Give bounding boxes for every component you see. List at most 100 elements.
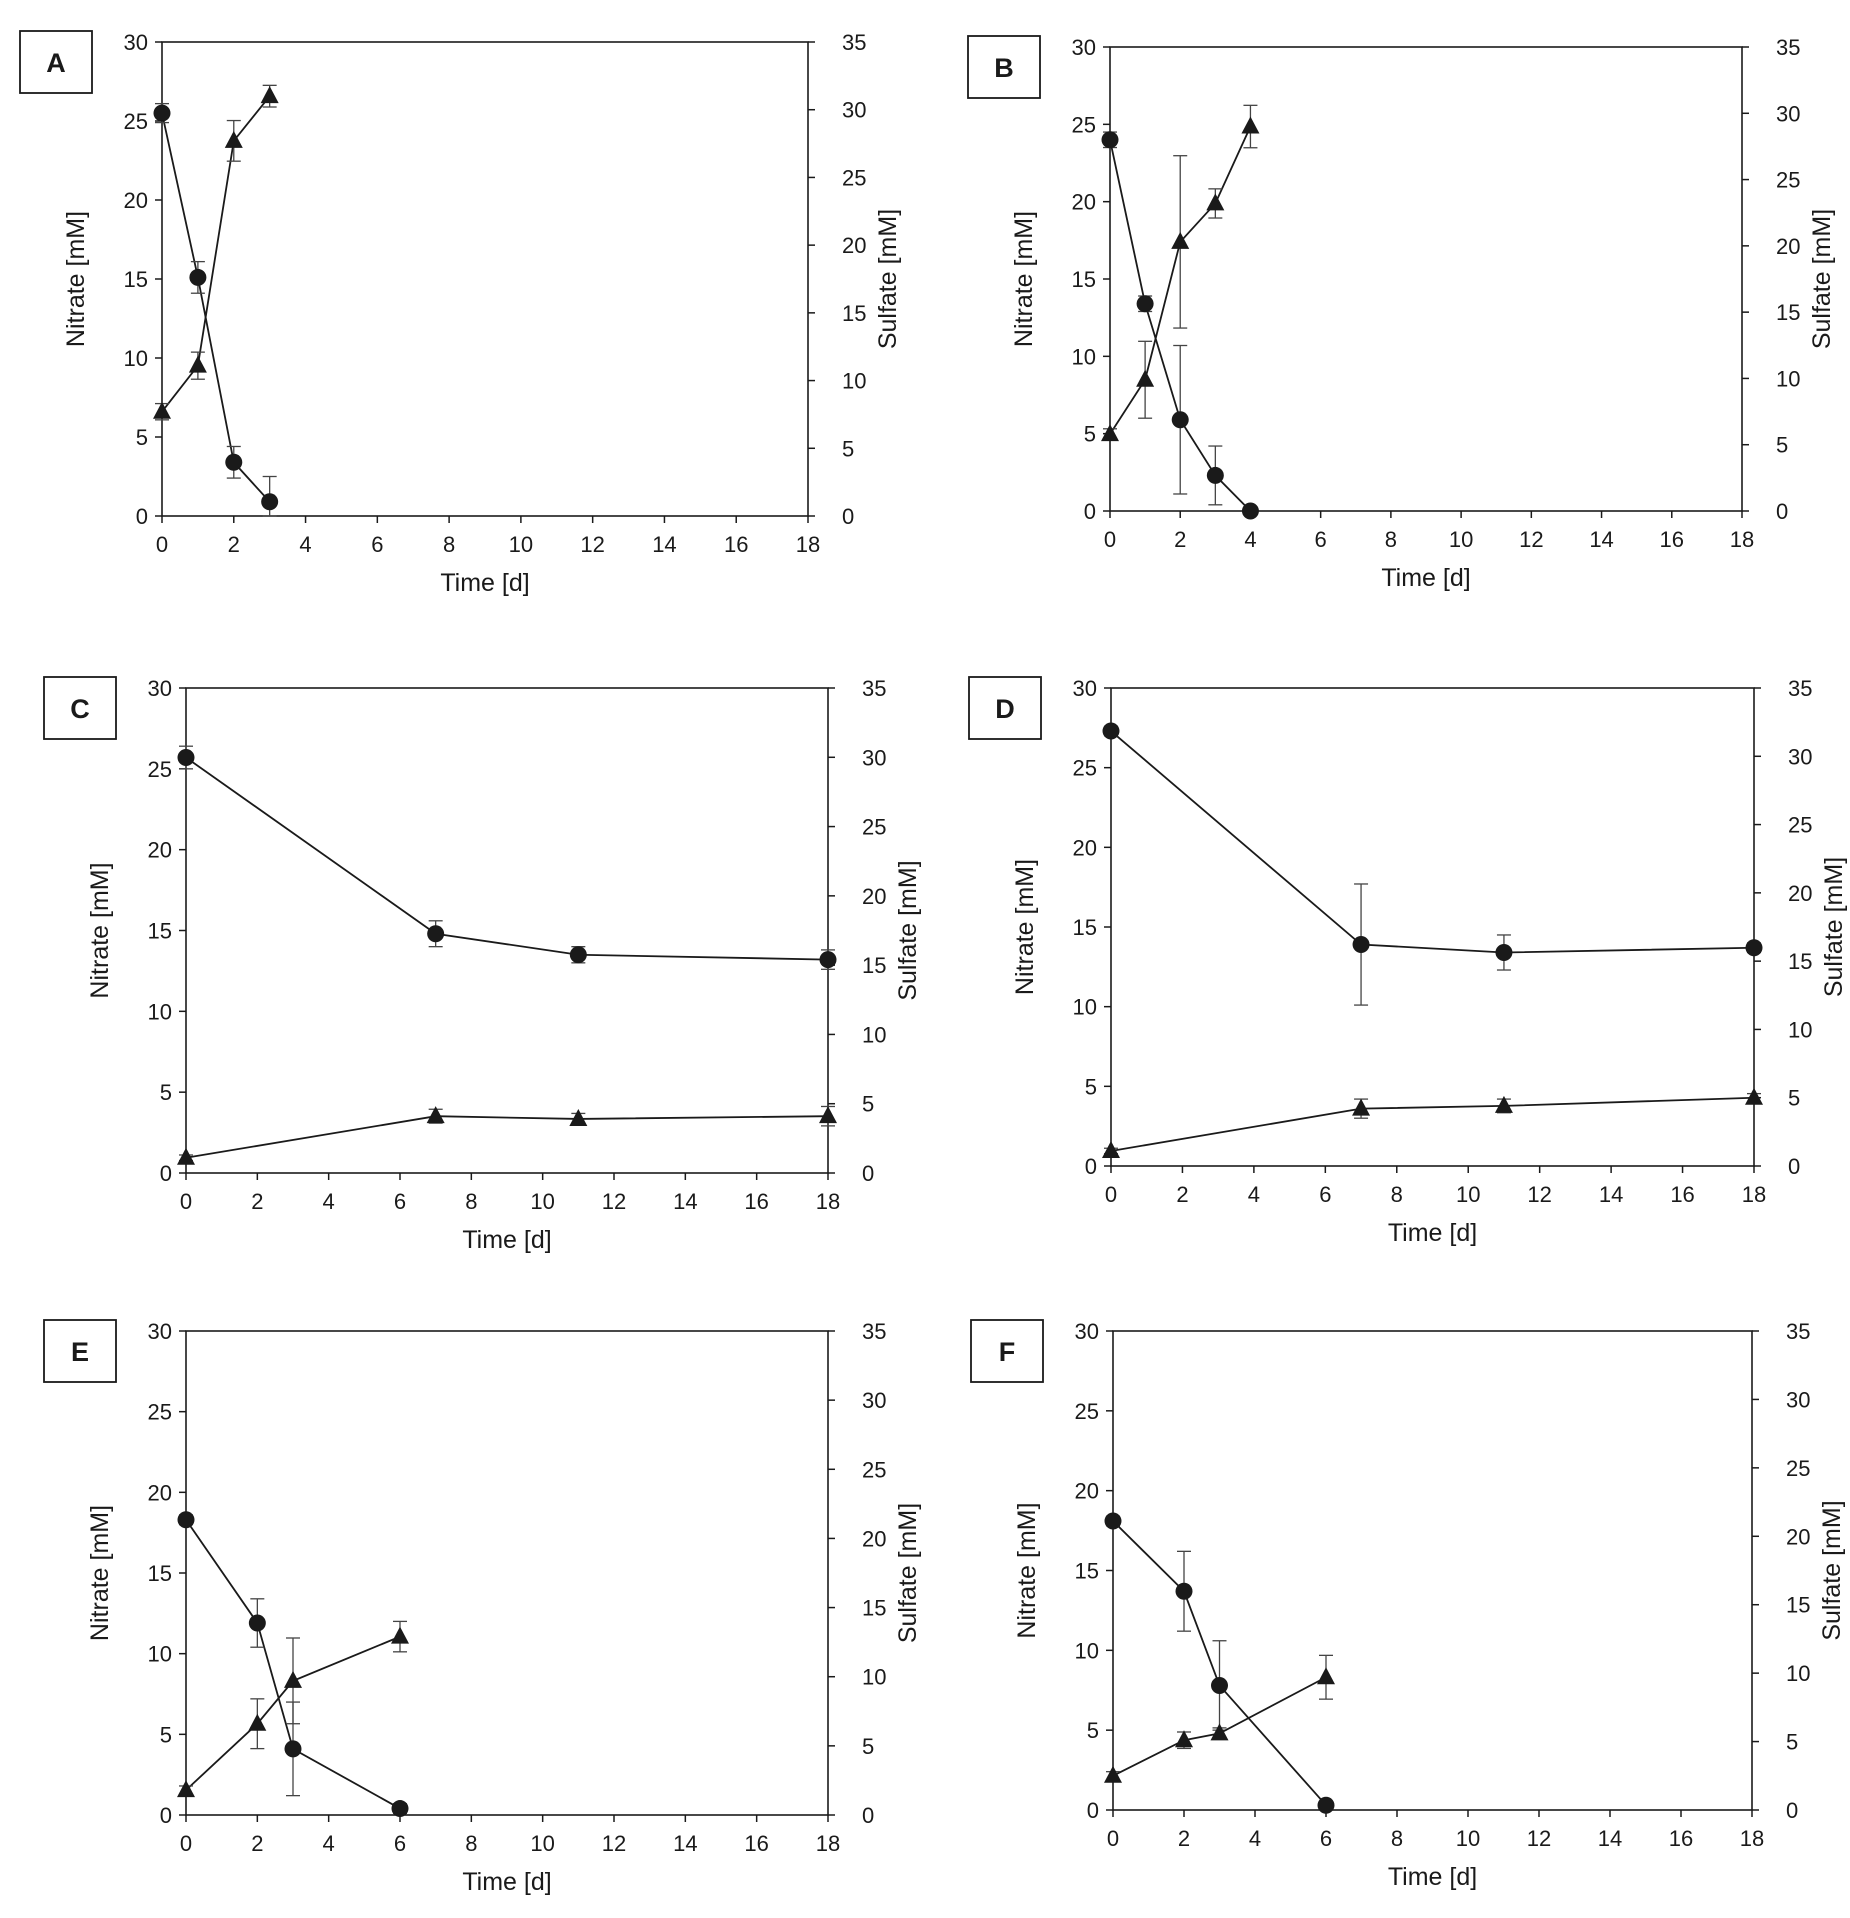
- y2-tick-label: 35: [1776, 35, 1800, 60]
- x-tick-label: 4: [323, 1831, 335, 1856]
- x-tick-label: 18: [816, 1831, 840, 1856]
- y-tick-label: 5: [1087, 1718, 1099, 1743]
- series-line: [1110, 730, 1755, 954]
- y2-axis-label: Sulfate [mM]: [1820, 857, 1848, 997]
- sulfate-point: [426, 1106, 445, 1124]
- x-tick-label: 18: [796, 532, 820, 557]
- x-tick-label: 10: [1449, 527, 1473, 552]
- series-nitrate: [177, 1511, 409, 1818]
- x-tick-label: 2: [1174, 527, 1186, 552]
- y-tick-label: 10: [124, 346, 148, 371]
- y2-tick-label: 10: [1776, 366, 1800, 391]
- y2-axis-label: Sulfate [mM]: [874, 209, 902, 349]
- x-tick-label: 16: [744, 1189, 768, 1214]
- panel-letter: E: [71, 1337, 89, 1367]
- x-axis-label: Time [d]: [1388, 1863, 1477, 1891]
- sulfate-point: [177, 1147, 195, 1165]
- y-axis-label: Nitrate [mM]: [62, 211, 90, 347]
- y2-tick-label: 0: [1786, 1798, 1798, 1823]
- y2-tick-label: 30: [1776, 101, 1800, 126]
- panel-letter: A: [46, 48, 66, 78]
- y2-tick-label: 35: [862, 1319, 886, 1344]
- nitrate-point: [1102, 722, 1120, 740]
- x-tick-label: 10: [530, 1831, 554, 1856]
- y2-tick-label: 15: [1776, 300, 1800, 325]
- x-tick-label: 18: [1740, 1826, 1764, 1851]
- x-tick-label: 6: [394, 1831, 406, 1856]
- nitrate-point: [391, 1800, 409, 1818]
- y-tick-label: 25: [124, 109, 148, 134]
- x-tick-label: 18: [1730, 527, 1754, 552]
- y2-tick-label: 20: [1776, 234, 1800, 259]
- x-tick-label: 4: [1249, 1826, 1261, 1851]
- x-tick-label: 8: [465, 1189, 477, 1214]
- y-tick-label: 15: [1072, 267, 1096, 292]
- y-tick-label: 30: [124, 30, 148, 55]
- y-tick-label: 30: [148, 676, 172, 701]
- y-tick-label: 10: [148, 999, 172, 1024]
- panel-label-frame: [43, 1319, 117, 1383]
- x-tick-label: 14: [1589, 527, 1613, 552]
- plot-frame: [185, 687, 829, 1174]
- x-tick-label: 6: [371, 532, 383, 557]
- y-tick-label: 20: [1072, 190, 1096, 215]
- y-axis-label: Nitrate [mM]: [1011, 859, 1039, 995]
- y-tick-label: 0: [1084, 499, 1096, 524]
- series-line: [1110, 1096, 1755, 1152]
- x-tick-label: 12: [1527, 1826, 1551, 1851]
- y-axis-label: Nitrate [mM]: [1013, 1502, 1041, 1638]
- y2-tick-label: 5: [862, 1734, 874, 1759]
- x-tick-label: 16: [744, 1831, 768, 1856]
- y2-tick-label: 30: [1786, 1387, 1810, 1412]
- y2-tick-label: 30: [842, 98, 866, 123]
- x-tick-label: 18: [1742, 1182, 1766, 1207]
- x-tick-label: 12: [1519, 527, 1543, 552]
- x-tick-label: 6: [394, 1189, 406, 1214]
- x-tick-label: 2: [1178, 1826, 1190, 1851]
- y-tick-label: 5: [160, 1722, 172, 1747]
- series-sulfate: [1102, 1087, 1763, 1158]
- nitrate-point: [1241, 502, 1259, 520]
- panel-a: A 0 2 4 6 8 10 12 14 16 18 0 5 10 15 20 25 30 0 5 10 15 20 25 30…: [19, 30, 902, 597]
- sulfate-point: [1136, 369, 1155, 387]
- sulfate-point: [284, 1670, 302, 1688]
- y-tick-label: 15: [148, 919, 172, 944]
- nitrate-point: [1136, 295, 1154, 313]
- panel-f: F 0 2 4 6 8 10 12 14 16 18 0 5 10 15 20 25 30 0 5 10 15 20 25 30…: [970, 1319, 1846, 1891]
- x-tick-label: 8: [1385, 527, 1397, 552]
- series-nitrate: [177, 745, 837, 970]
- x-tick-label: 12: [602, 1189, 626, 1214]
- y-tick-label: 30: [1073, 676, 1097, 701]
- sulfate-point: [1210, 1723, 1229, 1741]
- series-line: [161, 112, 271, 503]
- series-nitrate: [1104, 1512, 1335, 1814]
- y-axis-label: Nitrate [mM]: [1010, 211, 1038, 347]
- x-tick-label: 10: [1456, 1182, 1480, 1207]
- y-tick-label: 0: [1085, 1154, 1097, 1179]
- x-tick-label: 8: [443, 532, 455, 557]
- sulfate-point: [1352, 1098, 1371, 1116]
- y-tick-label: 5: [136, 425, 148, 450]
- y2-tick-label: 20: [1788, 881, 1812, 906]
- x-tick-label: 14: [673, 1189, 697, 1214]
- series-sulfate: [177, 1620, 409, 1798]
- series-nitrate: [1102, 722, 1763, 1006]
- y-tick-label: 0: [136, 504, 148, 529]
- y2-tick-label: 10: [862, 1665, 886, 1690]
- nitrate-point: [1104, 1512, 1122, 1530]
- x-tick-label: 0: [156, 532, 168, 557]
- nitrate-point: [427, 925, 445, 943]
- plot-frame: [1112, 1330, 1753, 1811]
- y-tick-label: 25: [1072, 112, 1096, 137]
- y2-tick-label: 30: [862, 1388, 886, 1413]
- y2-tick-label: 25: [1776, 168, 1800, 193]
- series-sulfate: [153, 84, 279, 421]
- y2-axis-label: Sulfate [mM]: [894, 860, 922, 1000]
- nitrate-point: [819, 951, 837, 969]
- y-tick-label: 5: [160, 1080, 172, 1105]
- y-tick-label: 20: [148, 1480, 172, 1505]
- series-line: [1112, 1520, 1327, 1806]
- x-tick-label: 0: [180, 1831, 192, 1856]
- plot-frame: [185, 1330, 829, 1816]
- x-tick-label: 2: [251, 1831, 263, 1856]
